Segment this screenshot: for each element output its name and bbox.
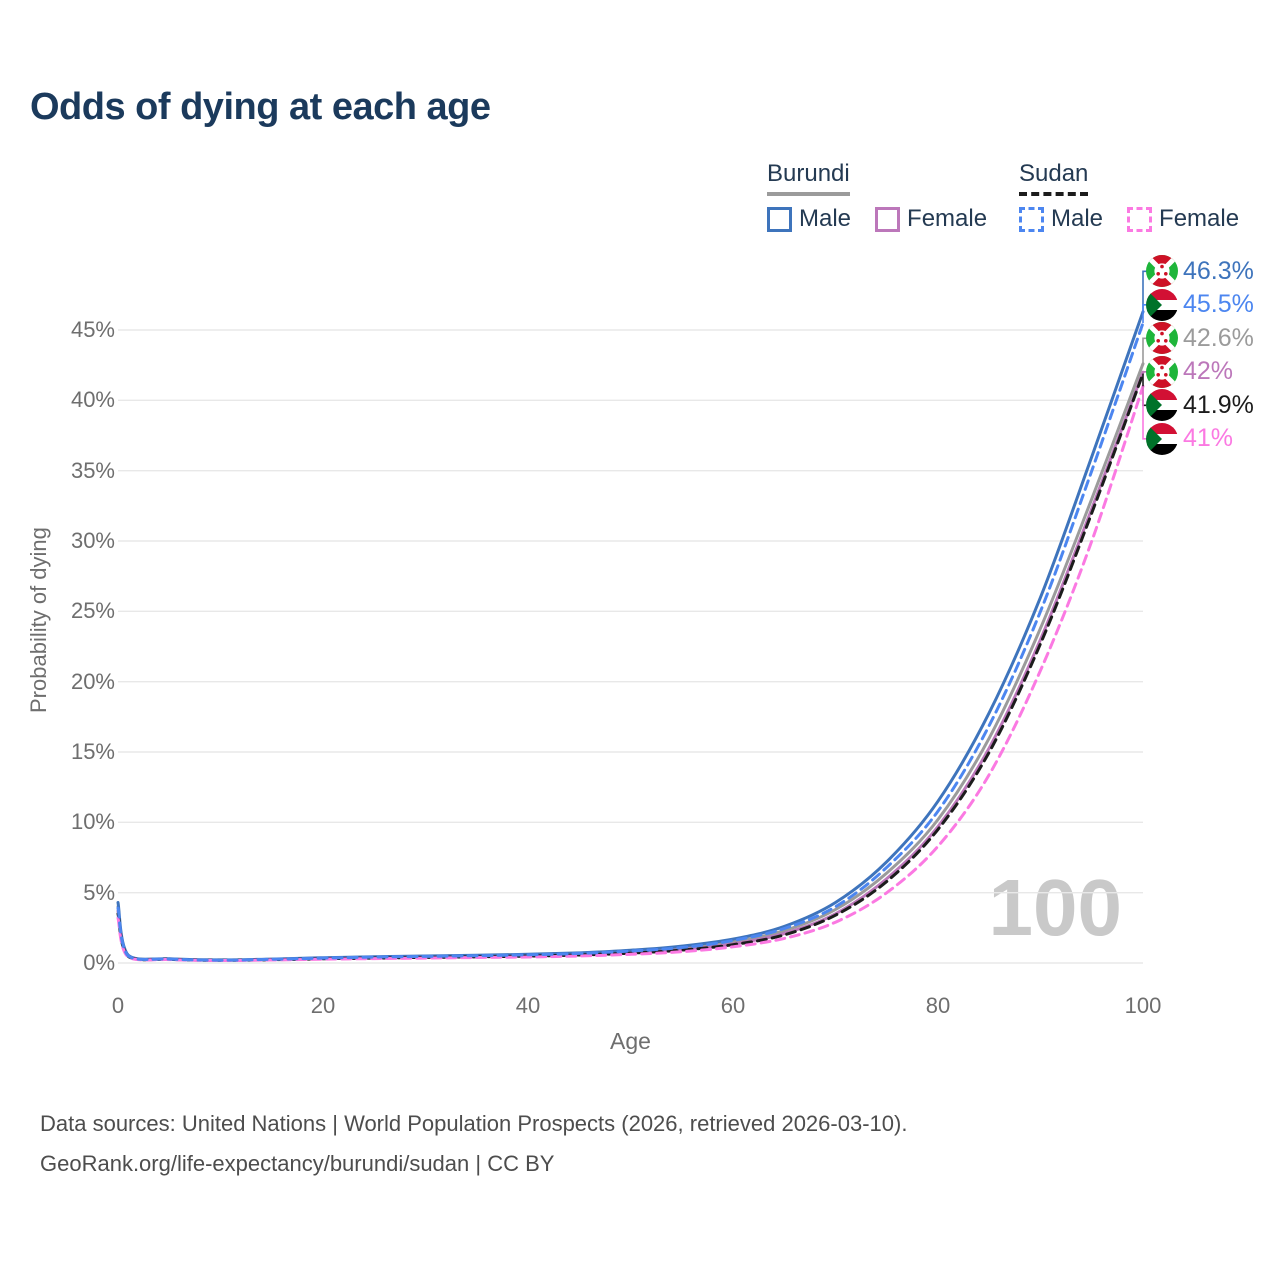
series-end-value: 41.9% xyxy=(1183,390,1254,419)
x-tick-label: 60 xyxy=(720,993,746,1018)
y-tick-label: 15% xyxy=(70,739,115,764)
y-tick-label: 40% xyxy=(70,387,115,413)
legend-country-sudan[interactable]: Sudan xyxy=(1019,160,1089,196)
age-marker-watermark: 100 xyxy=(988,863,1122,952)
line-style-swatch xyxy=(1019,206,1044,232)
series-end-label-sudan_female[interactable]: 41% xyxy=(1146,422,1234,455)
series-end-value: 45.5% xyxy=(1183,290,1254,319)
series-end-label-burundi_male[interactable]: 46.3% xyxy=(1146,255,1254,288)
y-tick-label: 10% xyxy=(70,809,115,835)
y-tick-label: 5% xyxy=(83,879,115,905)
series-end-label-sudan_male[interactable]: 45.5% xyxy=(1146,288,1254,321)
burundi-flag-icon xyxy=(1146,355,1178,388)
y-tick-label: 0% xyxy=(83,950,115,975)
series-end-label-burundi_female[interactable]: 42% xyxy=(1146,355,1234,388)
series-end-value: 41% xyxy=(1183,424,1234,453)
y-tick-label: 30% xyxy=(70,528,115,553)
x-axis-title: Age xyxy=(610,1028,651,1054)
line-style-swatch xyxy=(767,206,792,232)
series-end-value: 42% xyxy=(1183,357,1234,386)
x-tick-label: 0 xyxy=(111,993,125,1018)
legend-item-burundi-male[interactable]: Male xyxy=(767,205,851,233)
footer-line-1: Data sources: United Nations | World Pop… xyxy=(40,1111,908,1136)
line-style-swatch xyxy=(1127,206,1153,232)
y-tick-label: 20% xyxy=(70,668,115,694)
x-tick-label: 40 xyxy=(515,993,541,1018)
y-tick-label: 25% xyxy=(70,598,115,624)
legend-item-sudan-male[interactable]: Male xyxy=(1019,205,1103,233)
sudan-flag-icon xyxy=(1146,288,1178,321)
legend-item-label: Female xyxy=(907,205,988,232)
line-style-swatch xyxy=(875,206,901,232)
series-end-label-burundi_both[interactable]: 42.6% xyxy=(1146,322,1254,355)
legend-group-sudan: Sudan Male Female xyxy=(1019,160,1239,233)
x-tick-label: 20 xyxy=(310,993,336,1018)
footer-line-2: GeoRank.org/life-expectancy/burundi/suda… xyxy=(40,1151,555,1176)
y-tick-label: 35% xyxy=(70,457,115,483)
legend-group-burundi: Burundi Male Female xyxy=(767,160,987,233)
series-end-value: 42.6% xyxy=(1183,323,1254,352)
burundi-flag-icon xyxy=(1146,255,1178,288)
data-source-footer: Data sources: United Nations | World Pop… xyxy=(40,1104,1240,1184)
legend-item-burundi-female[interactable]: Female xyxy=(875,205,987,233)
legend-item-label: Female xyxy=(1159,205,1240,232)
legend-item-sudan-female[interactable]: Female xyxy=(1127,205,1239,233)
page-title: Odds of dying at each age xyxy=(30,86,491,128)
legend-item-label: Male xyxy=(799,205,852,232)
y-tick-label: 45% xyxy=(70,317,115,342)
sudan-flag-icon xyxy=(1146,422,1178,455)
series-line-sudan_male[interactable] xyxy=(116,321,1145,962)
x-tick-label: 80 xyxy=(925,993,951,1018)
legend-country-burundi[interactable]: Burundi xyxy=(767,160,850,196)
x-tick-label: 100 xyxy=(1124,993,1162,1018)
series-end-label-sudan_both[interactable]: 41.9% xyxy=(1146,389,1254,422)
burundi-flag-icon xyxy=(1146,322,1178,355)
legend-item-label: Male xyxy=(1051,205,1104,232)
sudan-flag-icon xyxy=(1146,389,1178,422)
series-end-value: 46.3% xyxy=(1183,256,1254,285)
